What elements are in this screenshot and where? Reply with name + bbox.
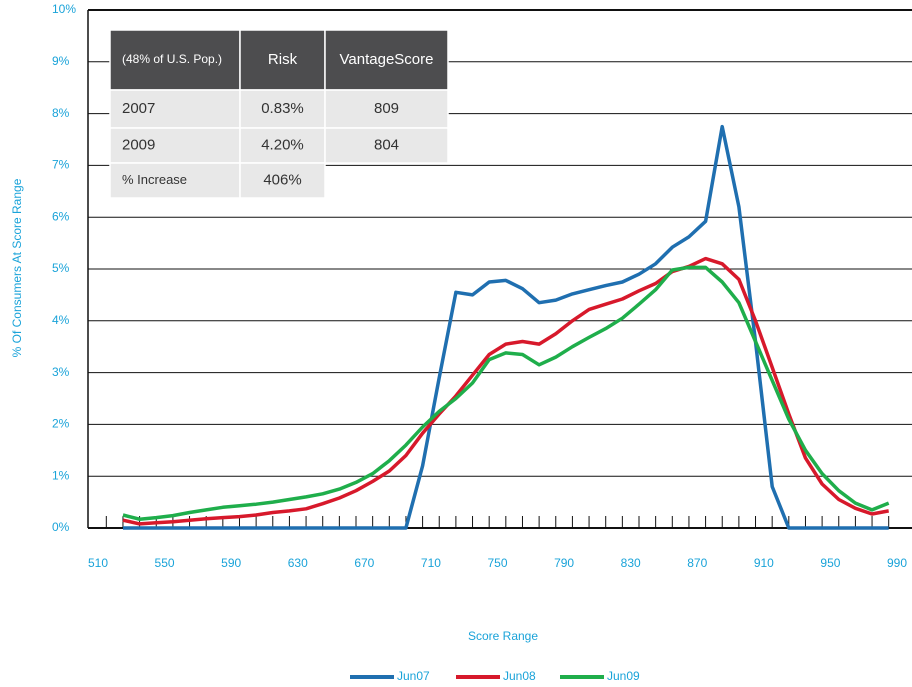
table-cell-text: 804 — [374, 136, 399, 153]
plot-area: 0% 1% 2% 3% 4% 5% 6% 7% 8% 9% 10% 510 550 590 630 670 71… — [52, 2, 912, 570]
legend-label: Jun08 — [503, 669, 536, 683]
legend-label: Jun07 — [397, 669, 430, 683]
x-tick-label: 750 — [487, 556, 507, 570]
table-header-text: (48% of U.S. Pop.) — [122, 52, 222, 66]
y-tick-label: 0% — [52, 520, 70, 534]
table-cell-text: 406% — [263, 171, 301, 188]
table-cell — [324, 89, 449, 129]
table-cell — [239, 127, 326, 164]
table-cell — [109, 162, 241, 199]
x-tick-label: 630 — [288, 556, 308, 570]
series-line — [122, 265, 890, 521]
series-line — [122, 256, 890, 526]
y-tick-label: 6% — [52, 209, 70, 223]
table-cell-text: 4.20% — [261, 136, 304, 153]
table-cell — [239, 162, 326, 199]
legend-label: Jun09 — [607, 669, 640, 683]
x-tick-label: 910 — [754, 556, 774, 570]
table-cell-text: 809 — [374, 100, 399, 117]
series-line — [123, 124, 889, 530]
x-tick-label: 510 — [88, 556, 108, 570]
y-tick-label: 2% — [52, 417, 70, 431]
y-tick-label: 4% — [52, 313, 70, 327]
x-tick-label: 990 — [887, 556, 907, 570]
y-tick-label: 8% — [52, 106, 70, 120]
x-tick-label: 550 — [155, 556, 175, 570]
x-tick-label: 790 — [554, 556, 574, 570]
y-tick-label: 5% — [52, 261, 70, 275]
table-header-cell — [239, 29, 326, 91]
table-cell — [239, 89, 326, 129]
x-tick-label: 670 — [354, 556, 374, 570]
table-cell — [109, 89, 241, 129]
y-tick-label: 7% — [52, 158, 70, 172]
x-tick-label: 950 — [820, 556, 840, 570]
x-tick-label: 830 — [621, 556, 641, 570]
x-tick-label: 710 — [421, 556, 441, 570]
x-tick-label: 870 — [687, 556, 707, 570]
y-tick-label: 3% — [52, 365, 70, 379]
table-cell-text: 0.83% — [261, 100, 304, 117]
table-cell-text: % Increase — [122, 172, 187, 187]
data-table: (48% of U.S. Pop.) Risk VantageScore 2007 0.… — [109, 29, 449, 199]
y-tick-label: 1% — [52, 468, 70, 482]
table-cell — [324, 127, 449, 164]
x-tick-label: 590 — [221, 556, 241, 570]
table-header-text: Risk — [268, 51, 298, 68]
table-cell-text: 2009 — [122, 136, 155, 153]
y-tick-label: 10% — [52, 2, 76, 16]
x-axis-title: Score Range — [468, 629, 538, 643]
table-header-text: VantageScore — [340, 51, 434, 68]
table-cell-text: 2007 — [122, 100, 155, 117]
y-axis-title: % Of Consumers At Score Range — [10, 178, 24, 357]
y-tick-label: 9% — [52, 54, 70, 68]
legend: Jun07 Jun08 Jun09 — [350, 669, 640, 683]
table-header-cell — [324, 29, 449, 91]
